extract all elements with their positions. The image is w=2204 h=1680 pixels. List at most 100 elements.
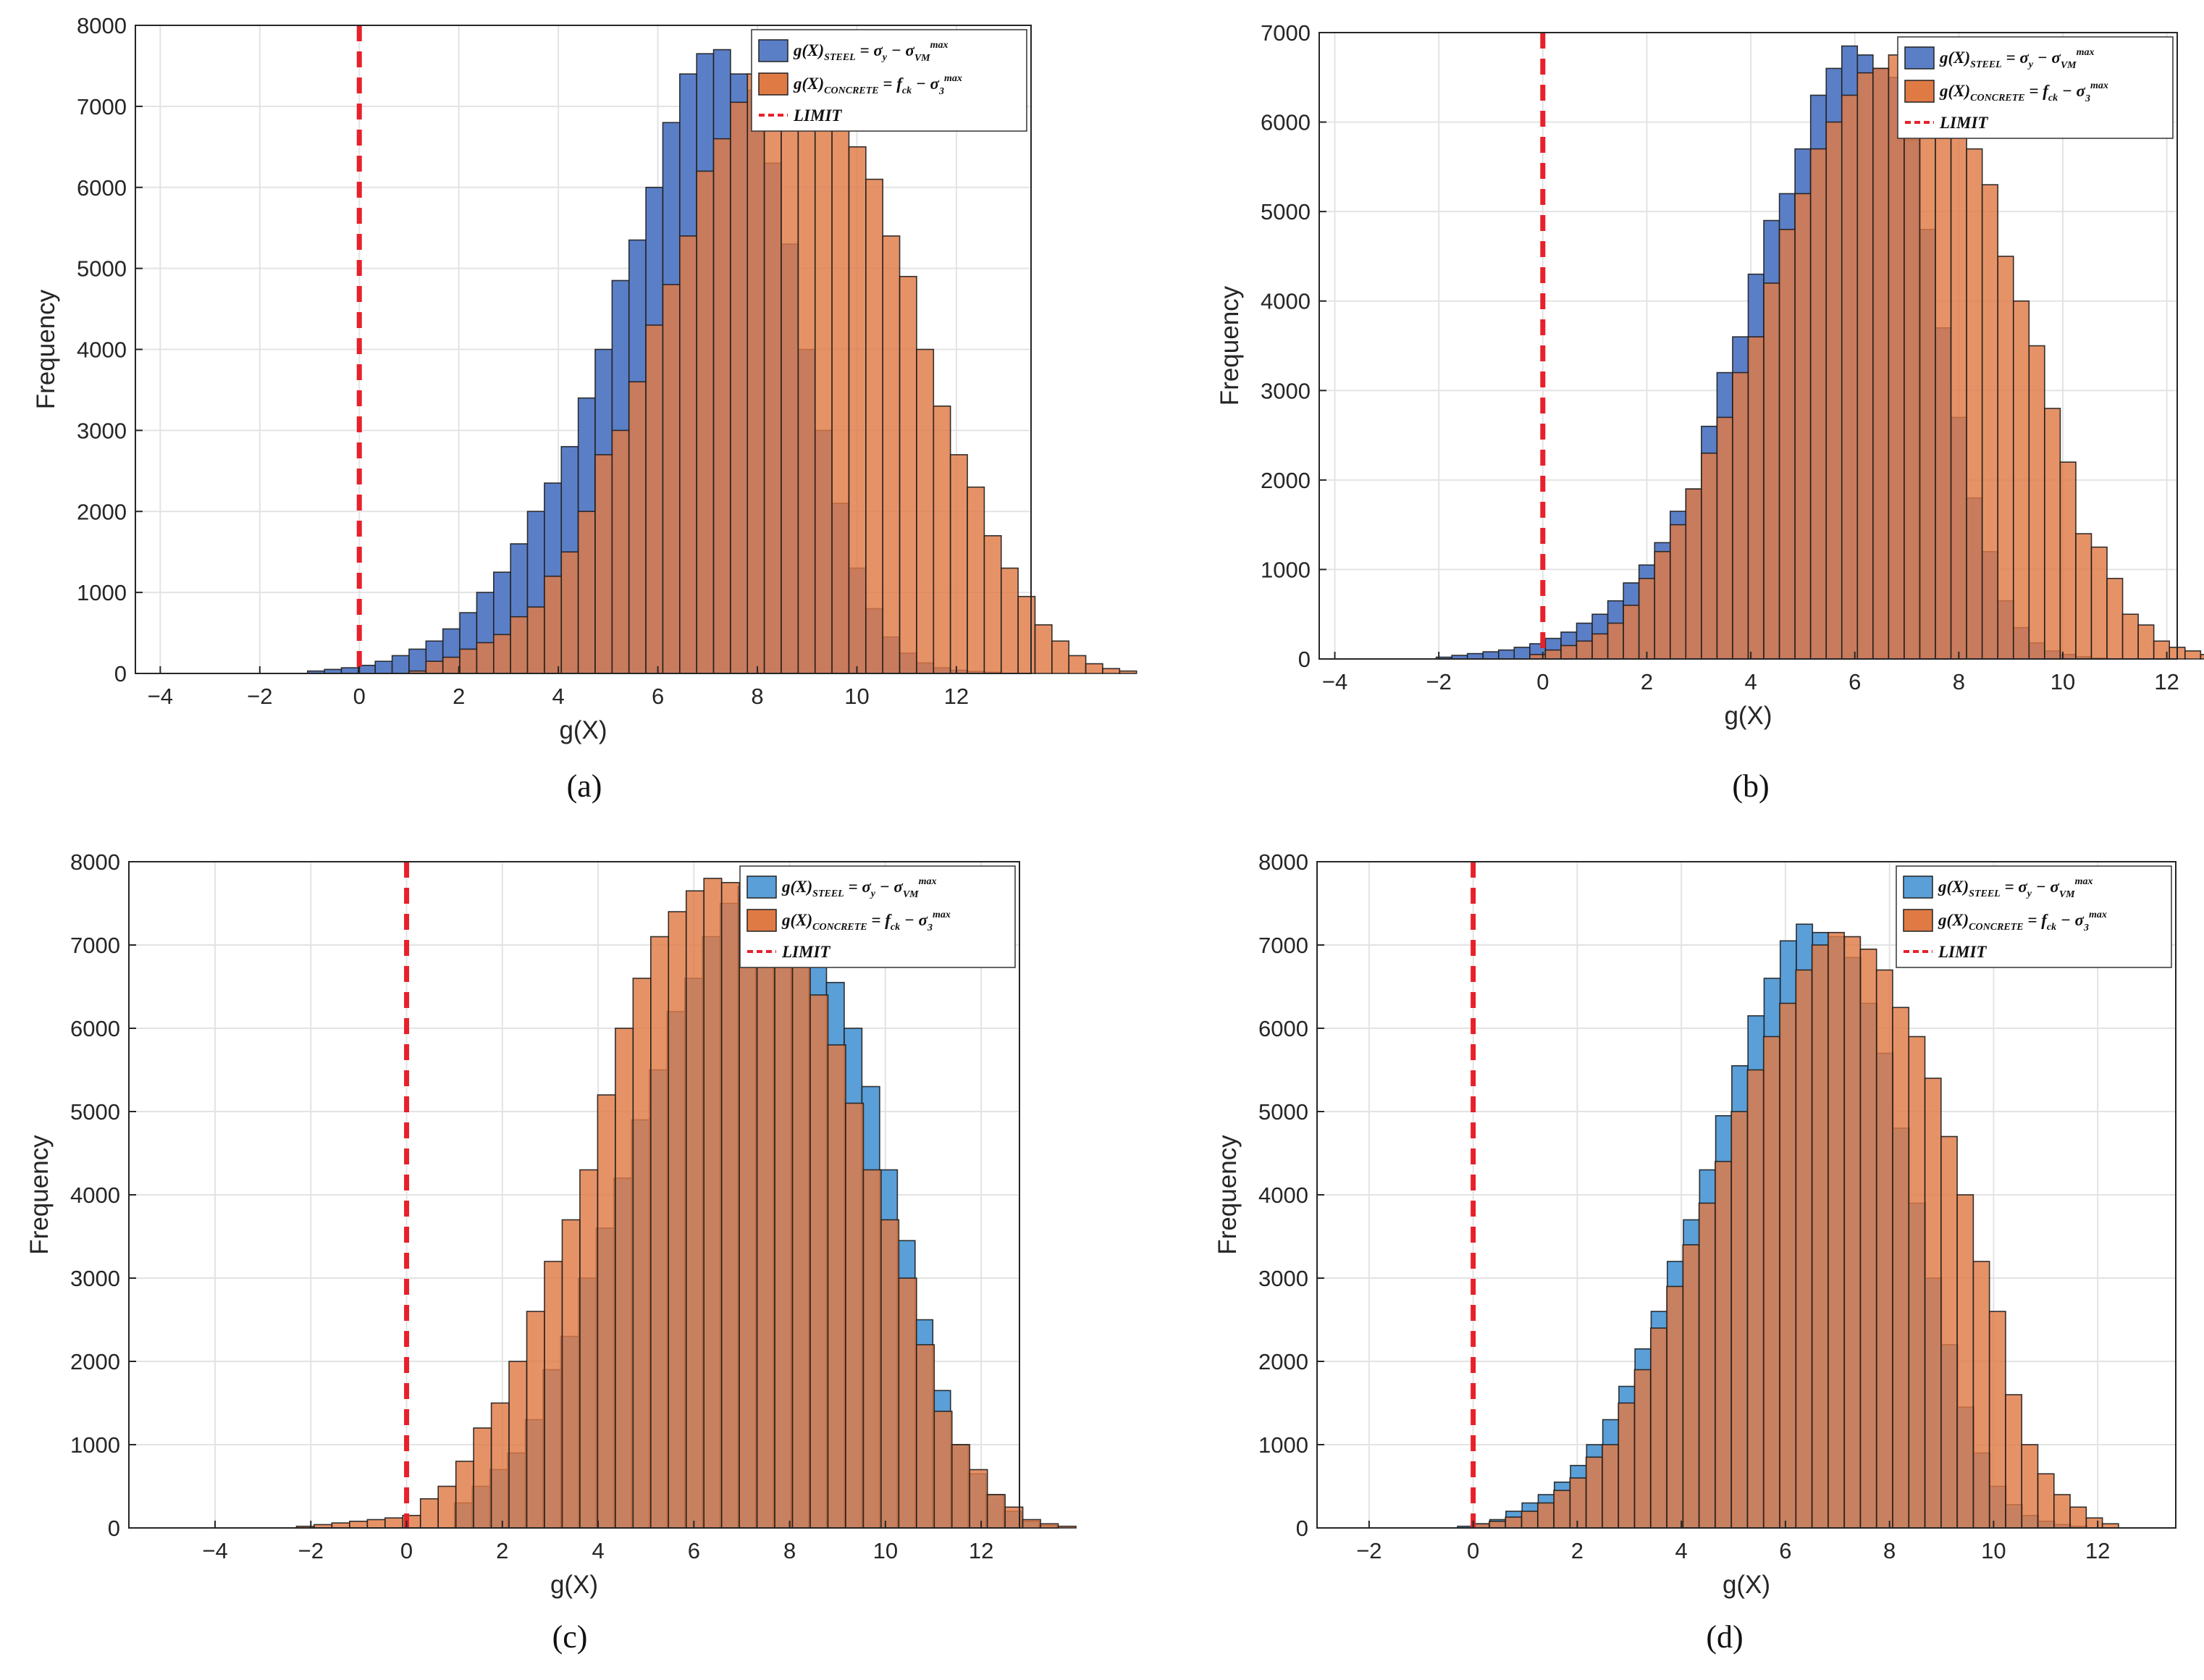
y-tick-label: 3000 [70, 1266, 120, 1291]
legend-c: g(X)STEEL = σy − σVMmax g(X)CONCRETE = fc… [739, 865, 1016, 968]
bar-concrete [1649, 1327, 1667, 1529]
x-tick-label: 8 [1953, 669, 1965, 694]
legend-swatch-steel [758, 39, 788, 62]
bar-concrete [490, 1402, 510, 1529]
bar-concrete [2012, 300, 2030, 660]
y-axis-label-d: Frequency [1214, 1135, 1242, 1255]
x-tick-label: 2 [1641, 669, 1653, 694]
x-tick-label: 0 [400, 1538, 413, 1563]
y-tick-label: 7000 [1258, 933, 1308, 958]
y-tick-label: 5000 [77, 256, 127, 282]
y-tick-label: 6000 [77, 175, 127, 201]
legend-a: g(X)STEEL = σy − σVMmax g(X)CONCRETE = fc… [751, 29, 1027, 132]
bar-concrete [1809, 148, 1827, 660]
bar-steel [391, 655, 410, 674]
bar-concrete [969, 1469, 988, 1529]
y-tick-label: 1000 [70, 1432, 120, 1458]
series-concrete-a [408, 45, 1137, 674]
bar-concrete [1825, 121, 1843, 660]
bar-concrete [2005, 1394, 2023, 1529]
bar-concrete [1633, 1369, 1652, 1529]
x-tick-label: −2 [1426, 669, 1452, 694]
subplot-b: −4 −2 0 2 4 6 8 10 12 0 1000 2000 3000 4000 5000 6000 70… [1102, 0, 2204, 840]
legend-b: g(X)STEEL = σy − σVMmax g(X)CONCRETE = fc… [1897, 36, 2174, 139]
bar-concrete [1544, 649, 1562, 660]
caption-b: (b) [1732, 768, 1769, 804]
bar-steel [1466, 652, 1484, 660]
bar-concrete [2200, 654, 2204, 660]
x-tick-label: 2 [496, 1538, 508, 1563]
bar-concrete [2085, 1517, 2103, 1529]
bar-concrete [1859, 948, 1877, 1529]
bar-concrete [650, 936, 670, 1529]
bar-concrete [2184, 650, 2202, 660]
bar-concrete [2021, 1444, 2039, 1529]
x-axis-label-b: g(X) [1724, 702, 1772, 730]
y-tick-label: 0 [1298, 647, 1311, 672]
bar-concrete [845, 1102, 865, 1529]
bar-concrete [1698, 1202, 1716, 1529]
x-tick-label: 12 [969, 1538, 993, 1563]
x-tick-label: 6 [1848, 669, 1861, 694]
bar-concrete [756, 902, 775, 1529]
x-tick-label: 12 [2085, 1538, 2110, 1563]
bar-concrete [703, 878, 723, 1529]
x-tick-label: 0 [1467, 1538, 1479, 1563]
y-tick-label: 2000 [1258, 1349, 1308, 1374]
bar-concrete [459, 648, 478, 674]
x-tick-label: 12 [2154, 669, 2179, 694]
chart-svg-d: −2 0 2 4 6 8 10 12 0 1000 2000 3000 4000 5000 6000 7000… [1214, 849, 2176, 1655]
series-concrete-d [1472, 931, 2119, 1529]
x-tick-label: 10 [844, 684, 869, 709]
bar-concrete [1843, 936, 1862, 1529]
series-concrete-c [295, 878, 1077, 1529]
bar-concrete [916, 348, 935, 674]
bar-concrete [746, 73, 765, 674]
bar-concrete [526, 1311, 545, 1529]
bar-concrete [1795, 969, 1813, 1529]
legend-swatch-steel [746, 875, 777, 899]
legend-label-concrete: g(X)CONCRETE = fck − σ3max [793, 73, 962, 97]
x-tick-label: −2 [247, 684, 272, 709]
x-tick-label: 6 [1779, 1538, 1791, 1563]
chart-svg-c: −4 −2 0 2 4 6 8 10 12 0 1000 2000 3000 4000 5000 6000 70… [25, 849, 1077, 1655]
subplot-c: −4 −2 0 2 4 6 8 10 12 0 1000 2000 3000 4000 5000 6000 70… [0, 840, 1102, 1680]
bar-concrete [331, 1522, 350, 1529]
y-tick-label: 8000 [77, 13, 127, 38]
bar-concrete [1972, 1261, 1990, 1529]
x-tick-label: 12 [944, 684, 969, 709]
bar-concrete [898, 1277, 917, 1529]
bar-concrete [1872, 67, 1890, 660]
bar-concrete [628, 381, 647, 674]
bar-concrete [2106, 577, 2124, 660]
bar-concrete [1841, 94, 1859, 660]
bar-concrete [1875, 969, 1893, 1529]
x-tick-label: −2 [298, 1538, 324, 1563]
y-tick-label: 6000 [70, 1016, 120, 1041]
y-tick-label: 0 [108, 1516, 120, 1541]
bar-concrete [526, 606, 545, 674]
bar-concrete [1068, 655, 1087, 674]
chart-svg-b: −4 −2 0 2 4 6 8 10 12 0 1000 2000 3000 4000 5000 6000 70… [1216, 20, 2204, 804]
bar-concrete [2037, 1473, 2055, 1529]
bar-concrete [1988, 1311, 2006, 1529]
bar-concrete [774, 936, 794, 1529]
bar-concrete [508, 1361, 528, 1529]
y-tick-label: 2000 [70, 1349, 120, 1374]
legend-label-limit: LIMIT [1938, 943, 1987, 961]
legend-label-steel: g(X)STEEL = σy − σVMmax [793, 40, 949, 64]
bar-concrete [544, 1261, 563, 1529]
bar-concrete [1950, 94, 1967, 660]
bar-concrete [510, 616, 529, 674]
bar-concrete [1892, 1007, 1910, 1529]
bar-concrete [1489, 1520, 1507, 1529]
bar-concrete [763, 61, 782, 674]
bar-concrete [781, 49, 799, 674]
bar-concrete [1623, 605, 1640, 660]
legend-box [1897, 36, 2174, 139]
bar-concrete [1017, 595, 1036, 674]
bar-concrete [476, 642, 495, 674]
bar-concrete [797, 45, 816, 674]
legend-label-limit: LIMIT [793, 106, 842, 125]
bar-concrete [561, 1219, 581, 1529]
